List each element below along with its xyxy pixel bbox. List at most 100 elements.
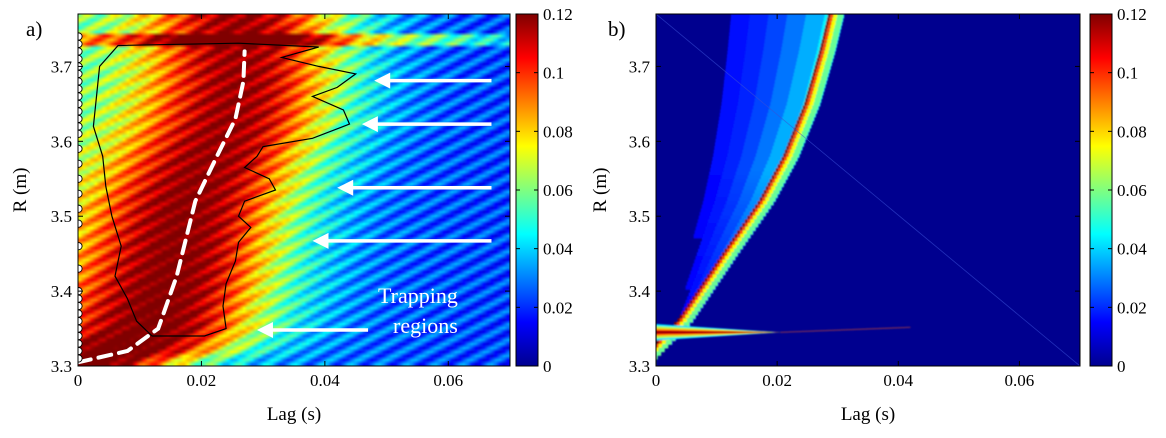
field-cell xyxy=(728,149,744,155)
ridge-cell xyxy=(811,94,816,100)
field-cell xyxy=(766,28,786,34)
ridge-cell xyxy=(694,307,701,312)
x-tick-label: 0.06 xyxy=(433,371,463,390)
ridge-cell xyxy=(803,116,808,122)
ridge-cell xyxy=(797,124,801,129)
field-cell xyxy=(690,289,697,294)
ridge-cell xyxy=(764,204,771,210)
ridge-cell xyxy=(747,215,750,221)
field-cell xyxy=(737,168,752,173)
colorbar-tick-label: 0.12 xyxy=(543,5,573,24)
ridge-cell xyxy=(829,17,833,23)
ridge-cell xyxy=(789,138,792,144)
ridge-cell xyxy=(819,80,826,85)
field-cell xyxy=(746,36,766,41)
field-cell xyxy=(703,197,717,202)
y-axis-label-b: R (m) xyxy=(590,168,611,213)
field-cell xyxy=(747,175,762,180)
field-cell xyxy=(729,32,749,37)
ridge-cell xyxy=(813,87,818,92)
ridge-cell xyxy=(808,105,813,111)
field-cell xyxy=(716,131,733,136)
ridge-cell xyxy=(815,61,819,67)
ridge-cell xyxy=(810,98,815,103)
colorbar-tick-label: 0.02 xyxy=(1117,298,1147,317)
arrow xyxy=(361,116,492,133)
x-tick-label: 0.02 xyxy=(187,371,217,390)
field-cell xyxy=(787,98,805,103)
field-cell xyxy=(730,215,743,221)
field-cell xyxy=(744,142,760,147)
field-cell xyxy=(740,83,759,89)
ridge-cell xyxy=(817,65,821,70)
field-cell xyxy=(700,263,709,268)
field-cell xyxy=(735,113,753,118)
y-tick-label: 3.5 xyxy=(51,207,72,226)
field-cell xyxy=(756,87,775,92)
field-cell xyxy=(777,65,797,70)
field-cell xyxy=(760,65,779,70)
field-cell xyxy=(747,204,760,210)
field-cell xyxy=(724,164,740,169)
ridge-cell xyxy=(662,344,669,349)
ridge-cell xyxy=(814,83,819,89)
field-cell xyxy=(710,168,725,173)
field-cell xyxy=(713,149,729,155)
field-cell xyxy=(725,226,737,232)
colorbar-tick-label: 0.1 xyxy=(1117,64,1138,83)
ridge-cell xyxy=(832,32,839,37)
ridge-cell xyxy=(775,186,782,191)
ridge-cell xyxy=(819,69,824,74)
field-cell xyxy=(730,17,751,23)
ridge-cell xyxy=(820,65,825,70)
field-cell xyxy=(756,149,773,155)
ridge-cell xyxy=(825,25,828,30)
ridge-cell xyxy=(685,314,690,320)
field-cell xyxy=(767,113,785,118)
ridge-cell xyxy=(732,241,736,246)
field-cell xyxy=(767,21,787,26)
ridge-cell xyxy=(822,72,829,78)
field-cell xyxy=(727,50,746,56)
field-cell xyxy=(783,113,800,118)
field-cell xyxy=(715,138,732,144)
ridge-cell xyxy=(800,135,807,140)
field-cell xyxy=(738,98,756,103)
x-tick-label: 0.04 xyxy=(883,371,913,390)
field-cell xyxy=(718,186,732,191)
field-cell xyxy=(729,25,750,30)
field-cell xyxy=(725,65,744,70)
ridge-cell xyxy=(692,296,695,301)
field-cell xyxy=(777,131,794,136)
field-cell xyxy=(708,219,720,224)
field-cell xyxy=(764,124,781,129)
field-cell xyxy=(706,267,715,272)
ridge-cell xyxy=(752,208,755,213)
field-cell xyxy=(717,124,735,129)
ridge-cell xyxy=(734,237,738,243)
field-cell xyxy=(756,91,774,96)
ridge-cell xyxy=(794,149,801,155)
ridge-cell xyxy=(778,168,782,173)
field-cell xyxy=(721,234,733,239)
ridge-cell xyxy=(816,69,820,74)
field-cell xyxy=(759,179,774,184)
ridge-cell xyxy=(729,248,734,254)
ridge-cell xyxy=(826,28,830,34)
ridge-cell xyxy=(686,318,693,323)
ridge-cell xyxy=(821,50,825,56)
ridge-cell xyxy=(744,219,748,224)
field-cell xyxy=(721,102,739,107)
ridge-cell xyxy=(785,168,792,173)
ridge-cell xyxy=(763,190,767,195)
ridge-cell xyxy=(796,135,801,140)
field-cell xyxy=(743,212,756,217)
arrow xyxy=(312,232,492,249)
field-cell xyxy=(693,234,704,239)
ridge-cell xyxy=(829,47,836,52)
field-cell xyxy=(794,69,813,74)
field-cell xyxy=(718,219,730,224)
ridge-cell xyxy=(816,91,823,96)
ridge-cell xyxy=(762,197,766,202)
field-cell xyxy=(764,168,779,173)
